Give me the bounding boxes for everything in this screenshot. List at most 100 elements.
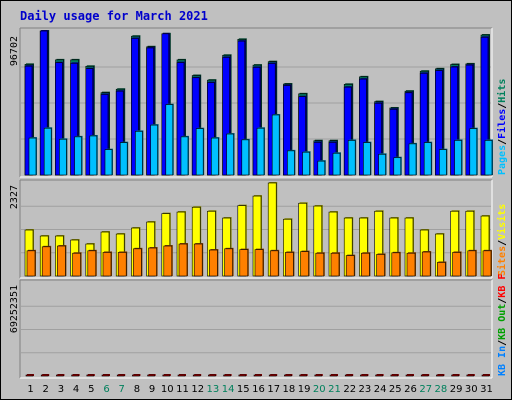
x-label-day-30: 30	[465, 384, 478, 395]
bar-sites-day-19	[300, 251, 309, 277]
bar-kbf-day-16	[253, 374, 262, 377]
x-label-day-28: 28	[435, 384, 448, 395]
bar-files-day-15	[237, 40, 246, 176]
bar-kbf-day-6	[101, 374, 110, 377]
bar-sites-day-17	[269, 250, 279, 277]
bar-files-day-23	[359, 78, 367, 176]
x-label-day-16: 16	[252, 384, 265, 395]
bot-ymax-label: 69252351	[9, 285, 20, 333]
bar-kbf-day-27	[420, 374, 429, 377]
bar-files-day-28	[435, 70, 443, 176]
bar-sites-day-24	[376, 254, 385, 277]
legend-item: /	[497, 240, 508, 246]
bar-pages-day-28	[439, 149, 447, 176]
x-label-day-10: 10	[161, 384, 174, 395]
legend-hits-files-pages: Pages/Files/Hits	[496, 79, 508, 175]
x-label-day-25: 25	[389, 384, 402, 395]
bar-pages-day-2	[43, 127, 52, 176]
bar-kbf-day-15	[238, 374, 247, 377]
bar-files-day-30	[465, 64, 474, 176]
legend-item: /	[497, 340, 508, 346]
legend-item: Files	[496, 109, 508, 139]
bar-kbf-day-5	[86, 374, 95, 377]
bar-sites-day-7	[117, 252, 127, 277]
bar-files-day-9	[146, 47, 154, 176]
panel-visits-sites: 2327 Sites/Visits	[9, 179, 508, 279]
bar-kbf-day-2	[40, 374, 49, 377]
bar-pages-day-16	[256, 127, 265, 176]
legend-text-bot: KB In/KB Out/KB F	[497, 274, 508, 376]
x-label-day-23: 23	[359, 384, 372, 395]
bar-kbf-day-21	[329, 374, 338, 377]
x-label-day-1: 1	[27, 384, 33, 395]
bar-files-day-5	[85, 68, 94, 176]
x-label-day-2: 2	[43, 384, 49, 395]
bar-files-day-24	[374, 102, 382, 176]
bar-pages-day-27	[423, 142, 432, 176]
top-ymax-label: 96702	[9, 36, 20, 66]
bar-sites-day-28	[437, 262, 446, 277]
bar-files-day-11	[176, 62, 185, 176]
bar-pages-day-17	[271, 114, 280, 176]
legend-item: Visits	[496, 204, 508, 240]
bar-kbf-day-12	[192, 374, 201, 377]
legend-item: Sites	[496, 246, 508, 276]
legend-item: /	[497, 139, 508, 145]
mid-ymax-label: 2327	[9, 185, 20, 209]
bar-pages-day-8	[135, 131, 143, 176]
bar-sites-day-21	[330, 252, 340, 277]
bar-sites-day-5	[87, 250, 97, 277]
bar-kbf-day-30	[466, 374, 475, 377]
bar-sites-day-20	[315, 252, 325, 277]
x-label-day-22: 22	[343, 384, 356, 395]
bar-kbf-day-20	[314, 374, 323, 377]
bar-sites-day-25	[391, 252, 401, 277]
bar-sites-day-14	[224, 248, 233, 277]
x-label-day-18: 18	[283, 384, 296, 395]
bar-files-day-13	[207, 82, 215, 176]
bar-sites-day-12	[193, 243, 203, 277]
bar-kbf-day-24	[375, 374, 383, 377]
bar-pages-day-11	[180, 136, 189, 176]
x-label-day-6: 6	[103, 384, 109, 395]
bar-pages-day-30	[469, 128, 478, 176]
bar-files-day-22	[343, 86, 352, 176]
bar-kbf-day-23	[360, 374, 368, 377]
bar-files-day-2	[39, 30, 48, 176]
bar-kbf-day-19	[299, 374, 307, 377]
bar-sites-day-3	[57, 245, 66, 277]
legend-item: Hits	[496, 79, 508, 103]
bar-pages-day-24	[378, 154, 386, 176]
bar-kbf-day-10	[162, 374, 171, 377]
bar-kbf-day-7	[116, 374, 125, 377]
bar-pages-day-21	[332, 152, 341, 176]
legend-item: Pages	[497, 145, 508, 175]
bar-files-day-16	[252, 67, 261, 176]
legend-text-mid: Sites/Visits	[496, 204, 508, 276]
bar-pages-day-4	[74, 136, 82, 176]
x-axis-day-labels: 1 2 3 4 5 6 7 8 9 10 11 12 13 14 15 16 17 18 19 20 21 22 23 24 2…	[27, 384, 493, 395]
bar-pages-day-7	[119, 142, 128, 176]
bar-kbf-day-11	[177, 374, 186, 377]
bar-pages-day-10	[165, 104, 174, 176]
x-label-day-24: 24	[374, 384, 387, 395]
bar-files-day-14	[222, 57, 230, 176]
bar-pages-day-13	[211, 137, 219, 176]
bar-sites-day-1	[26, 250, 36, 277]
x-label-day-29: 29	[450, 384, 463, 395]
bars	[24, 30, 493, 377]
bar-sites-day-22	[345, 255, 355, 277]
legend-visits-sites: Sites/Visits	[496, 204, 508, 276]
x-label-day-12: 12	[191, 384, 204, 395]
bar-sites-day-30	[467, 250, 477, 277]
x-label-day-4: 4	[73, 384, 79, 395]
bar-files-day-4	[70, 63, 78, 176]
bar-kbf-day-4	[71, 374, 79, 377]
bar-sites-day-2	[41, 246, 51, 277]
bar-pages-day-26	[408, 143, 417, 176]
bar-sites-day-23	[361, 252, 370, 277]
x-label-day-7: 7	[119, 384, 125, 395]
bar-sites-day-4	[72, 252, 81, 277]
panel-hits-files-pages: 96702 Pages/Files/Hits	[9, 27, 508, 178]
bar-files-day-3	[55, 62, 63, 176]
